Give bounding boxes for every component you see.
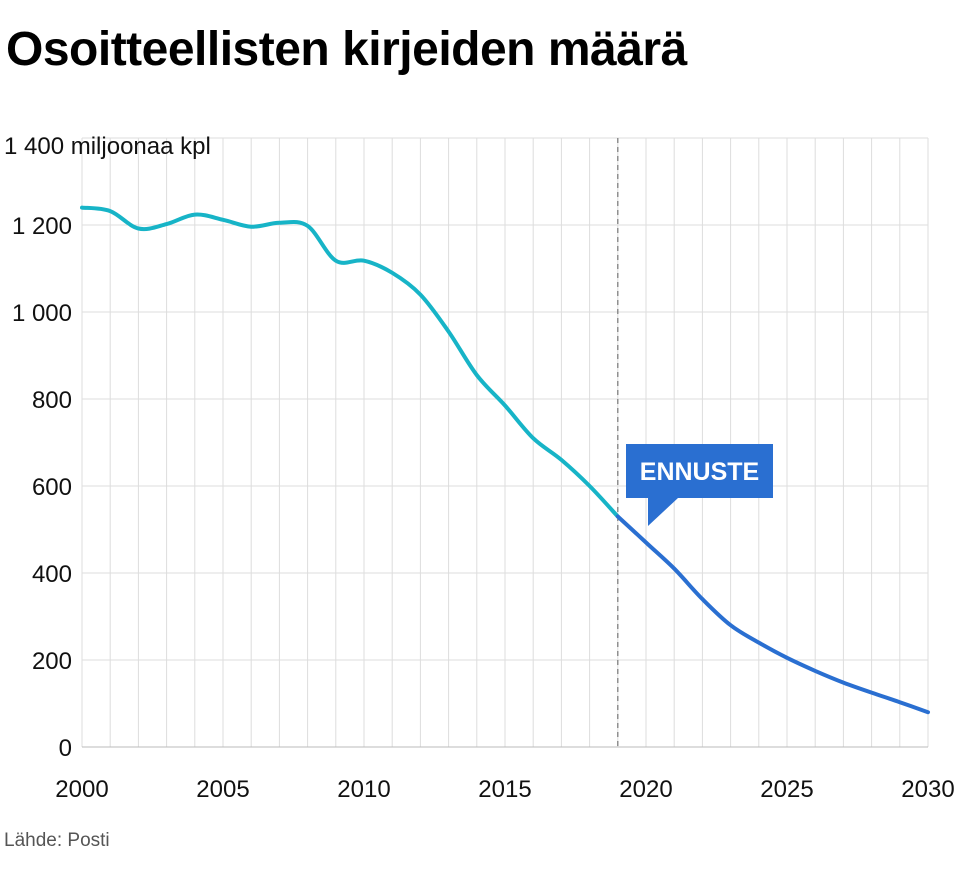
x-tick-label: 2005	[196, 776, 249, 803]
y-axis-tick-labels: 0 200 400 600 800 1 000 1 200	[12, 213, 72, 762]
y-tick-label: 1 000	[12, 300, 72, 327]
forecast-callout: ENNUSTE	[626, 444, 773, 526]
chart-title: Osoitteellisten kirjeiden määrä	[6, 23, 687, 76]
forecast-callout-box	[626, 444, 773, 526]
y-tick-label: 800	[32, 387, 72, 414]
y-axis-unit-label: 1 400 miljoonaa kpl	[4, 133, 211, 160]
y-tick-label: 1 200	[12, 213, 72, 240]
x-tick-label: 2015	[478, 776, 531, 803]
x-tick-label: 2010	[337, 776, 390, 803]
y-tick-label: 200	[32, 648, 72, 675]
x-axis-tick-labels: 2000 2005 2010 2015 2020 2025 2030	[55, 776, 954, 803]
y-tick-label: 400	[32, 561, 72, 588]
vertical-gridlines	[81, 138, 929, 747]
horizontal-gridlines	[82, 137, 928, 748]
series-line-forecast	[615, 514, 930, 715]
y-tick-label: 0	[59, 735, 72, 762]
x-tick-label: 2000	[55, 776, 108, 803]
x-tick-label: 2030	[901, 776, 954, 803]
x-tick-label: 2020	[619, 776, 672, 803]
source-note: Lähde: Posti	[4, 830, 110, 851]
series-line-actual	[80, 205, 620, 519]
data-series	[80, 205, 930, 715]
x-tick-label: 2025	[760, 776, 813, 803]
y-tick-label: 600	[32, 474, 72, 501]
forecast-callout-label: ENNUSTE	[640, 458, 759, 486]
